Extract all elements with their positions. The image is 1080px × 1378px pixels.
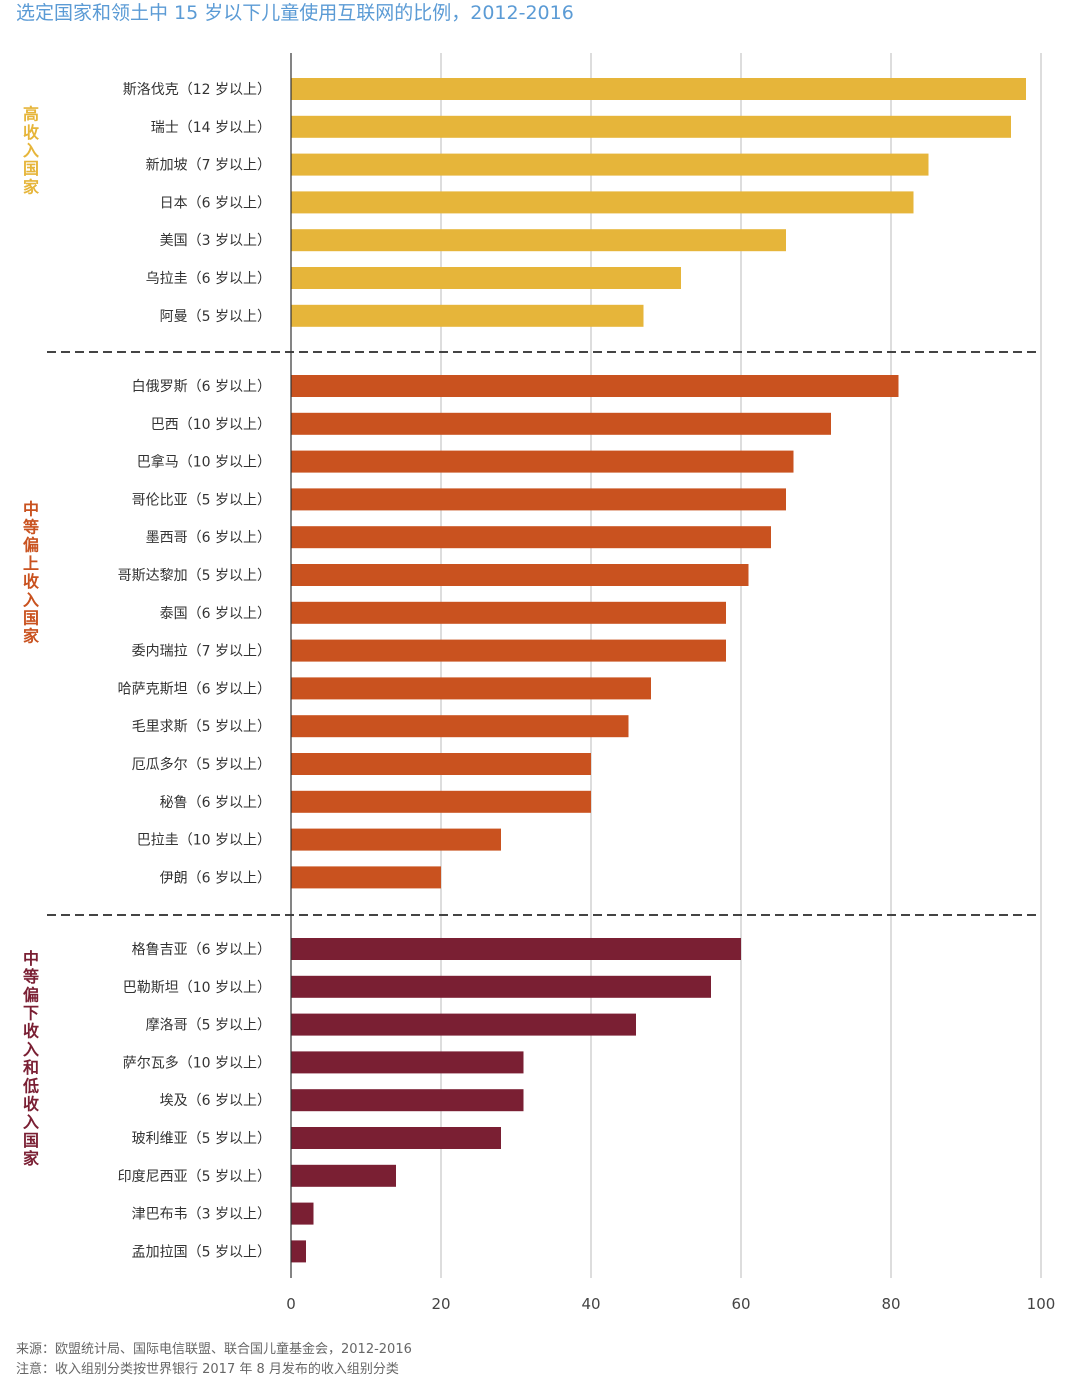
bar-label: 墨西哥（6 岁以上） [146, 530, 271, 546]
bar [291, 450, 794, 473]
group-label: 中等偏下收入和低收入国家 [22, 949, 40, 1168]
bar [291, 753, 591, 775]
x-tick-label: 100 [1027, 1295, 1056, 1313]
bar-label: 委内瑞拉（7 岁以上） [132, 644, 271, 660]
bar [291, 115, 1011, 138]
bar-label: 埃及（6 岁以上） [160, 1093, 271, 1109]
bar-label: 美国（3 岁以上） [160, 233, 271, 249]
bar [291, 828, 501, 851]
bar [291, 375, 899, 397]
bar-label: 摩洛哥（5 岁以上） [146, 1017, 271, 1034]
bar [291, 564, 749, 586]
bar [291, 1089, 524, 1112]
bar [291, 78, 1026, 100]
bar-label: 秘鲁（6 岁以上） [160, 795, 271, 811]
bar-label: 日本（6 岁以上） [160, 195, 271, 211]
bar-label: 萨尔瓦多（10 岁以上） [123, 1054, 271, 1071]
bar-label: 乌拉圭（6 岁以上） [146, 271, 271, 287]
bar [291, 601, 726, 624]
bar-label: 津巴布韦（3 岁以上） [132, 1207, 271, 1223]
bar [291, 639, 726, 662]
bar-label: 新加坡（7 岁以上） [146, 158, 271, 174]
bar-label: 阿曼（5 岁以上） [160, 309, 271, 325]
bar [291, 153, 929, 176]
bar [291, 790, 591, 813]
group-label: 中等偏上收入国家 [22, 499, 40, 645]
bar-label: 厄瓜多尔（5 岁以上） [132, 756, 271, 773]
bar-label: 巴拿马（10 岁以上） [137, 454, 271, 471]
bar [291, 1013, 636, 1036]
bar-label: 泰国（6 岁以上） [160, 606, 271, 622]
bar-label: 毛里求斯（5 岁以上） [132, 719, 271, 735]
bar-label: 哥斯达黎加（5 岁以上） [118, 568, 271, 584]
bar [291, 1127, 501, 1149]
bar-label: 白俄罗斯（6 岁以上） [132, 379, 271, 395]
bar [291, 229, 786, 252]
bar [291, 938, 741, 960]
x-tick-label: 80 [881, 1295, 900, 1313]
income-note: 注意：收入组别分类按世界银行 2017 年 8 月发布的收入组别分类 [16, 1362, 399, 1377]
bar-label: 巴勒斯坦（10 岁以上） [123, 980, 271, 996]
bar [291, 1202, 314, 1225]
bar [291, 1164, 396, 1187]
bar-label: 斯洛伐克（12 岁以上） [123, 82, 271, 98]
bar [291, 866, 441, 889]
group-label: 高收入国家 [23, 105, 40, 197]
bar-label: 印度尼西亚（5 岁以上） [118, 1169, 271, 1185]
chart-title: 选定国家和领土中 15 岁以下儿童使用互联网的比例，2012-2016 [16, 2, 574, 24]
x-tick-label: 0 [286, 1295, 296, 1313]
x-tick-label: 40 [581, 1295, 600, 1313]
x-tick-label: 20 [431, 1295, 450, 1313]
bar [291, 677, 651, 700]
bar-label: 伊朗（6 岁以上） [160, 870, 271, 886]
bar [291, 715, 629, 738]
bar [291, 412, 831, 435]
bar [291, 1240, 306, 1263]
bar-label: 哥伦比亚（5 岁以上） [132, 492, 271, 508]
bar-label: 巴拉圭（10 岁以上） [137, 833, 271, 849]
bar [291, 267, 681, 289]
bar [291, 191, 914, 214]
bar [291, 304, 644, 327]
bar [291, 488, 786, 511]
bar-label: 哈萨克斯坦（6 岁以上） [118, 681, 271, 697]
bar-label: 巴西（10 岁以上） [151, 417, 271, 433]
bar [291, 526, 771, 549]
x-tick-label: 60 [731, 1295, 750, 1313]
source-note: 来源：欧盟统计局、国际电信联盟、联合国儿童基金会，2012-2016 [16, 1342, 412, 1357]
bar [291, 975, 711, 998]
bar-label: 瑞士（14 岁以上） [151, 120, 271, 136]
bar-label: 孟加拉国（5 岁以上） [132, 1244, 271, 1260]
bar [291, 1051, 524, 1074]
bar-label: 玻利维亚（5 岁以上） [132, 1131, 271, 1147]
bar-chart: 斯洛伐克（12 岁以上） 瑞士（14 岁以上） 新加坡（7 岁以上） 日本（6 岁以上… [22, 53, 1056, 1313]
bar-label: 格鲁吉亚（6 岁以上） [132, 942, 271, 958]
